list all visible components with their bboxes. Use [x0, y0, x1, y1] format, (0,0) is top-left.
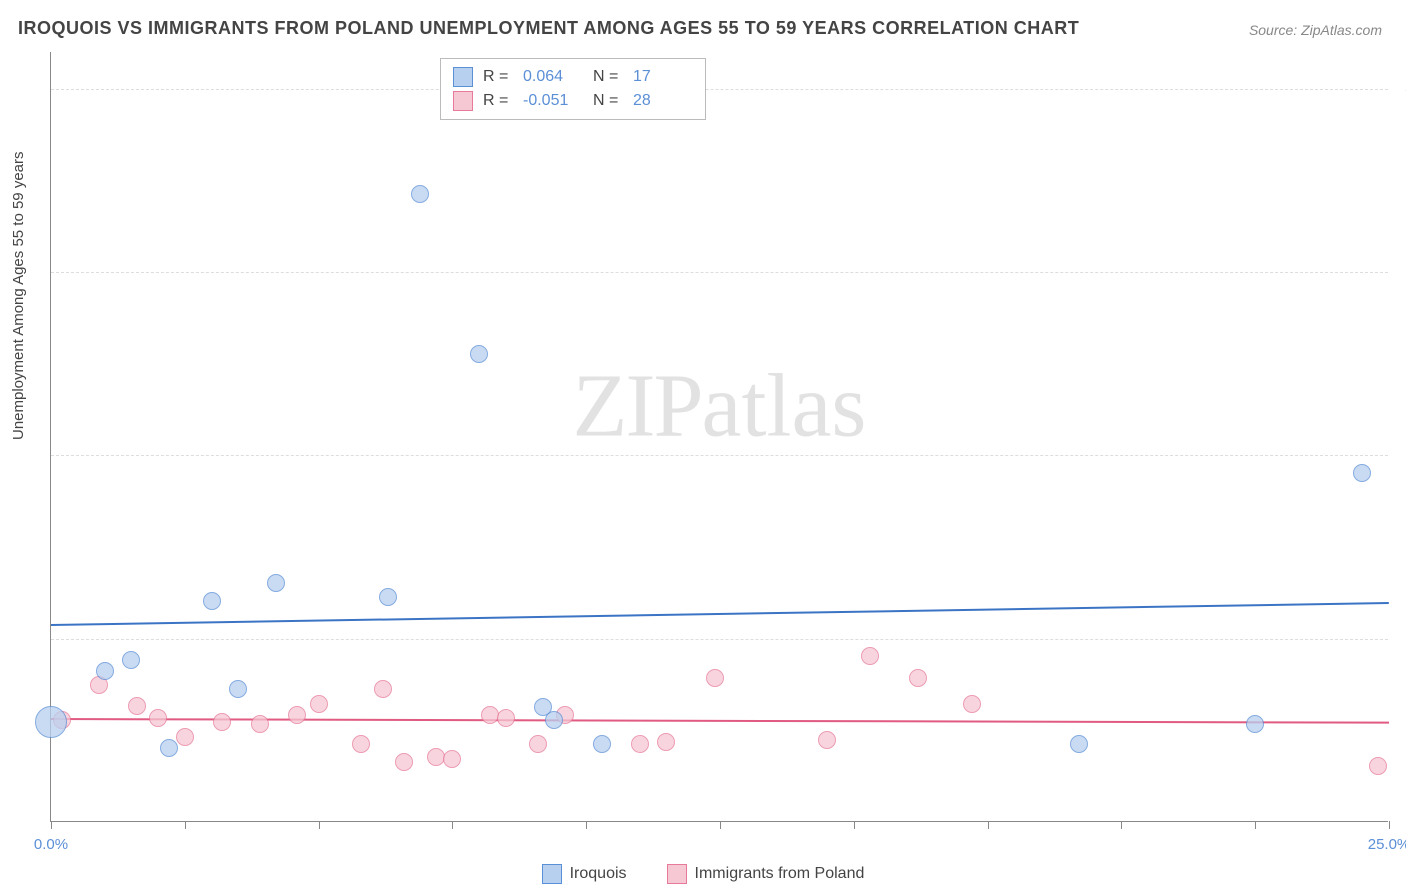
correlation-legend-row: R = 0.064 N = 17	[453, 65, 693, 89]
data-point	[470, 345, 488, 363]
x-tick	[452, 821, 453, 829]
correlation-legend: R = 0.064 N = 17 R = -0.051 N = 28	[440, 58, 706, 120]
x-tick	[988, 821, 989, 829]
data-point	[1369, 757, 1387, 775]
data-point	[352, 735, 370, 753]
data-point	[545, 711, 563, 729]
data-point	[379, 588, 397, 606]
data-point	[443, 750, 461, 768]
gridline	[51, 272, 1388, 273]
correlation-legend-row: R = -0.051 N = 28	[453, 89, 693, 113]
data-point	[909, 669, 927, 687]
x-tick	[1121, 821, 1122, 829]
series2-swatch-icon	[667, 864, 687, 884]
r-value: -0.051	[523, 92, 583, 110]
r-label: R =	[483, 92, 513, 110]
data-point	[203, 592, 221, 610]
x-tick	[1255, 821, 1256, 829]
data-point	[818, 731, 836, 749]
data-point	[631, 735, 649, 753]
legend-item: Immigrants from Poland	[667, 864, 865, 884]
data-point	[1353, 464, 1371, 482]
n-value: 28	[633, 92, 693, 110]
data-point	[395, 753, 413, 771]
trend-line	[51, 602, 1389, 626]
n-label: N =	[593, 92, 623, 110]
x-tick-label: 25.0%	[1368, 836, 1406, 853]
y-tick-label: 40.0%	[1393, 80, 1406, 97]
watermark-thin: atlas	[702, 356, 867, 455]
x-tick	[185, 821, 186, 829]
gridline	[51, 455, 1388, 456]
data-point	[149, 709, 167, 727]
r-value: 0.064	[523, 68, 583, 86]
x-tick	[720, 821, 721, 829]
data-point	[1070, 735, 1088, 753]
series1-swatch-icon	[453, 67, 473, 87]
data-point	[229, 680, 247, 698]
watermark-bold: ZIP	[573, 356, 702, 455]
y-tick-label: 10.0%	[1393, 630, 1406, 647]
data-point	[160, 739, 178, 757]
data-point	[861, 647, 879, 665]
data-point	[657, 733, 675, 751]
gridline	[51, 639, 1388, 640]
source-label: Source: ZipAtlas.com	[1249, 22, 1382, 38]
data-point	[213, 713, 231, 731]
data-point	[310, 695, 328, 713]
data-point	[593, 735, 611, 753]
data-point	[374, 680, 392, 698]
n-value: 17	[633, 68, 693, 86]
data-point	[176, 728, 194, 746]
plot-area: ZIPatlas 10.0%20.0%30.0%40.0%0.0%25.0%	[50, 52, 1388, 822]
data-point	[251, 715, 269, 733]
series1-swatch-icon	[542, 864, 562, 884]
y-axis-label: Unemployment Among Ages 55 to 59 years	[10, 151, 27, 440]
x-tick	[1389, 821, 1390, 829]
x-tick	[51, 821, 52, 829]
series-legend: Iroquois Immigrants from Poland	[0, 864, 1406, 884]
data-point	[122, 651, 140, 669]
r-label: R =	[483, 68, 513, 86]
data-point	[963, 695, 981, 713]
data-point	[267, 574, 285, 592]
x-tick	[319, 821, 320, 829]
gridline	[51, 89, 1388, 90]
data-point	[529, 735, 547, 753]
legend-item: Iroquois	[542, 864, 627, 884]
n-label: N =	[593, 68, 623, 86]
y-tick-label: 20.0%	[1393, 447, 1406, 464]
x-tick	[854, 821, 855, 829]
data-point	[706, 669, 724, 687]
data-point	[481, 706, 499, 724]
series2-swatch-icon	[453, 91, 473, 111]
data-point	[497, 709, 515, 727]
data-point	[1246, 715, 1264, 733]
legend-label: Iroquois	[570, 865, 627, 883]
chart-title: IROQUOIS VS IMMIGRANTS FROM POLAND UNEMP…	[18, 18, 1079, 39]
data-point	[128, 697, 146, 715]
y-tick-label: 30.0%	[1393, 264, 1406, 281]
watermark: ZIPatlas	[573, 354, 867, 457]
data-point	[35, 706, 67, 738]
data-point	[288, 706, 306, 724]
data-point	[411, 185, 429, 203]
legend-label: Immigrants from Poland	[695, 865, 865, 883]
data-point	[96, 662, 114, 680]
x-tick-label: 0.0%	[34, 836, 68, 853]
x-tick	[586, 821, 587, 829]
